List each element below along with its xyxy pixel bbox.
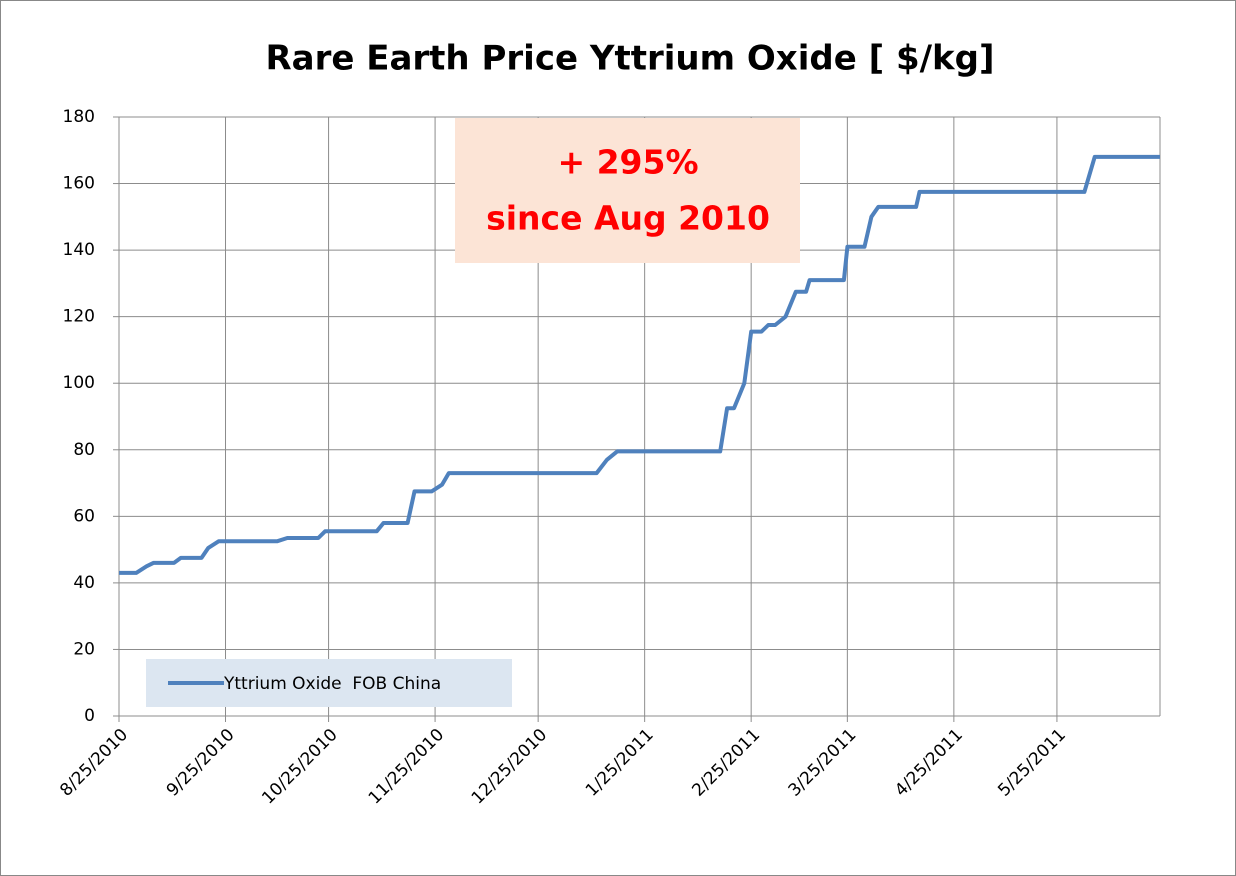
annotation: since Aug 2010	[486, 199, 770, 238]
series-line	[119, 154, 1160, 575]
y-tick-label: 0	[84, 706, 95, 726]
y-tick-label: 40	[73, 573, 95, 593]
y-tick-label: 60	[73, 506, 95, 526]
annotation-box	[455, 118, 800, 263]
chart-title: Rare Earth Price Yttrium Oxide [ $/kg]	[265, 39, 994, 79]
y-tick-label: 20	[73, 639, 95, 659]
annotation: + 295%	[557, 143, 698, 182]
y-tick-label: 160	[63, 174, 95, 194]
legend-label: Yttrium Oxide FOB China	[223, 674, 441, 694]
y-tick-label: 100	[63, 373, 95, 393]
y-tick-label: 80	[73, 440, 95, 460]
y-tick-label: 180	[63, 107, 95, 127]
y-tick-label: 120	[63, 307, 95, 327]
y-tick-label: 140	[63, 240, 95, 260]
